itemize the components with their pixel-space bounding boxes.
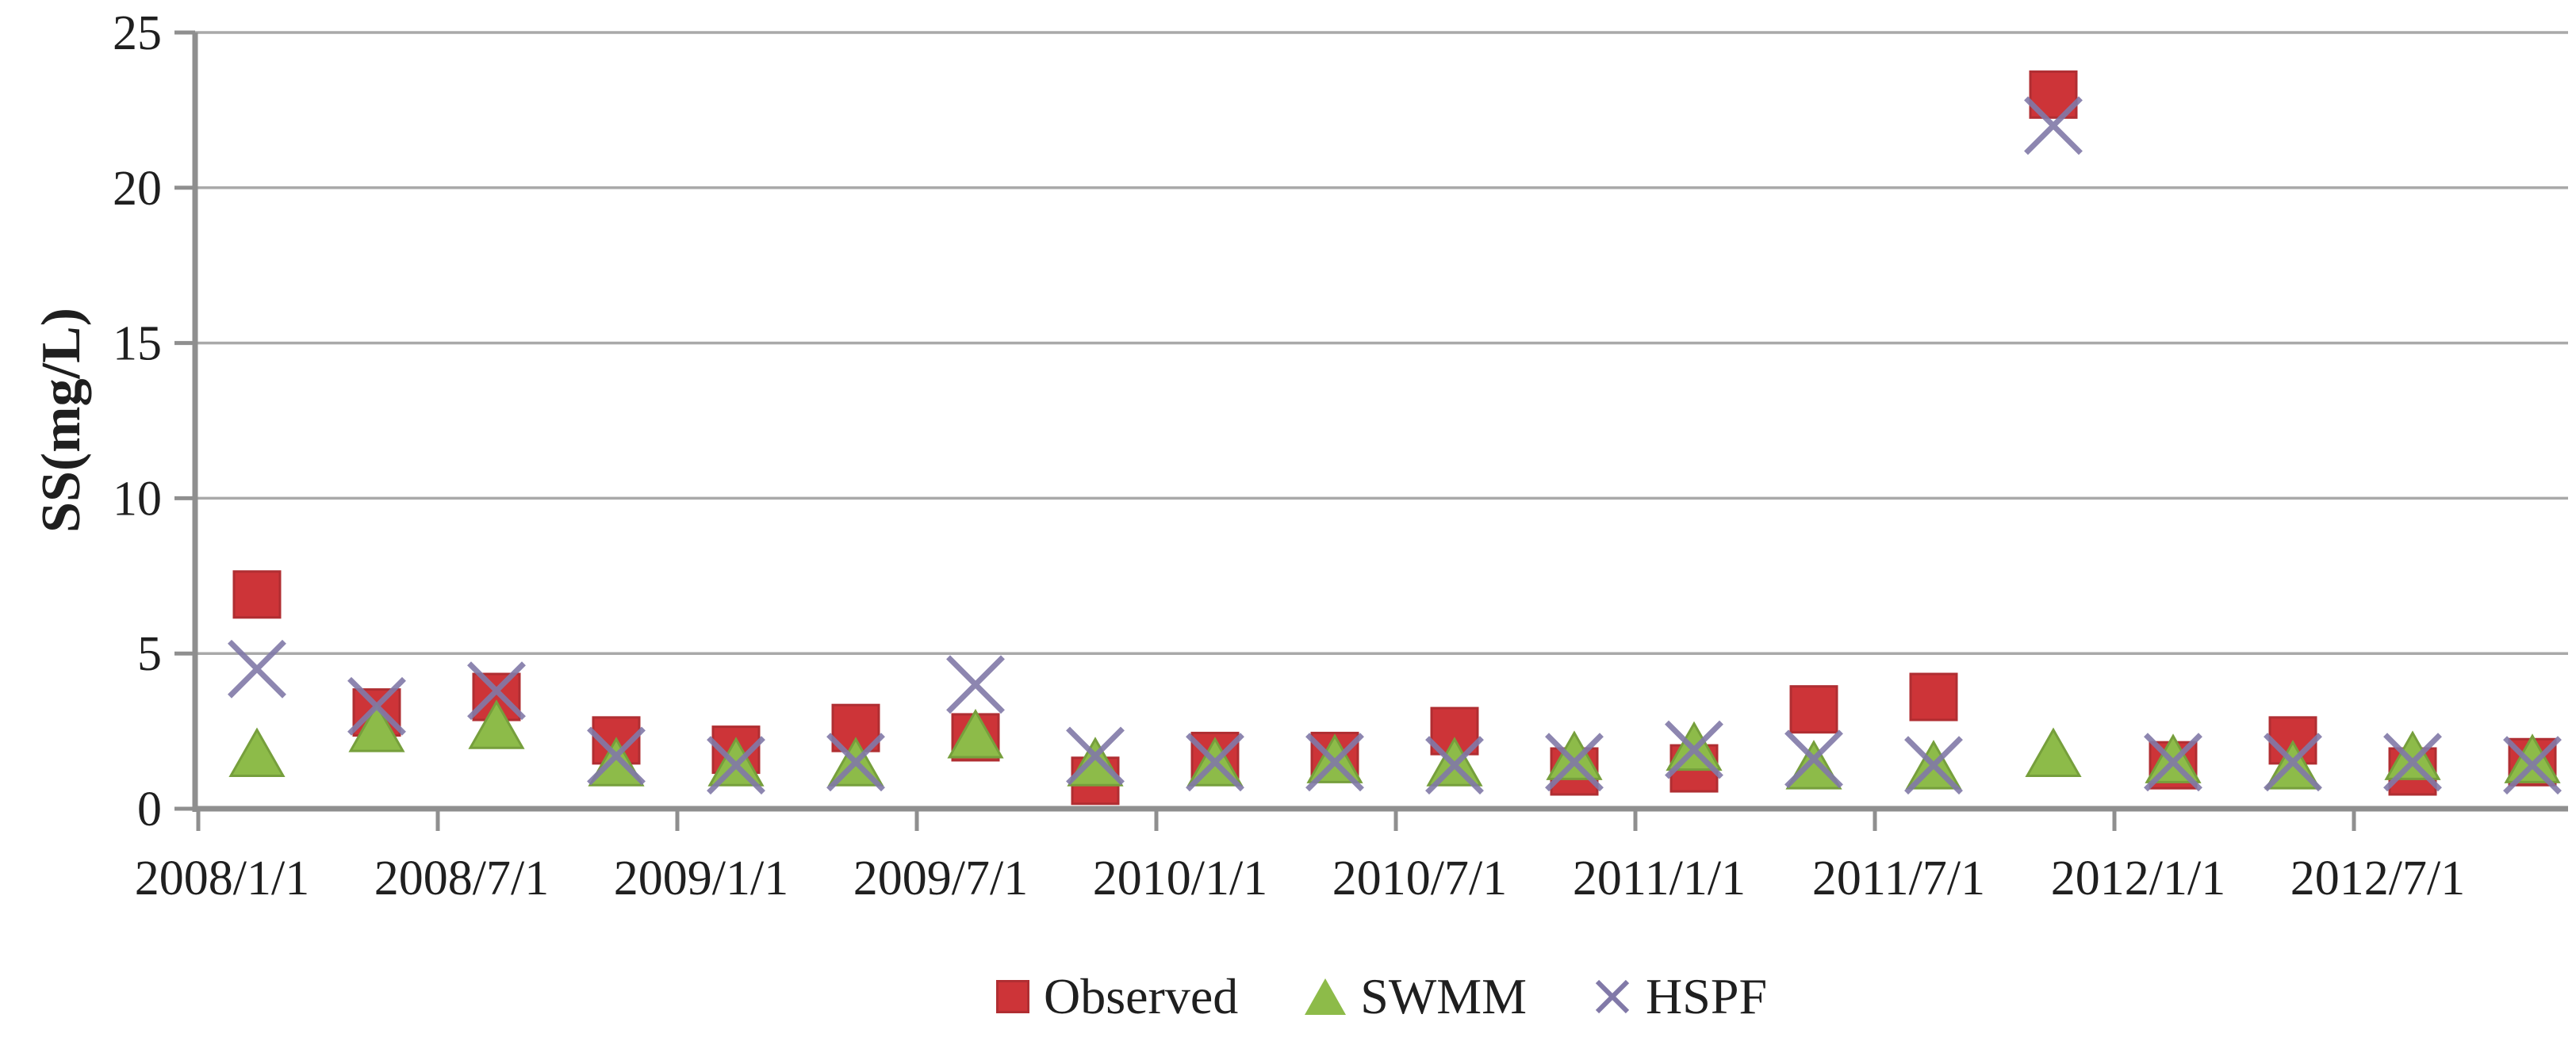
legend-label-swmm: SWMM	[1360, 968, 1528, 1024]
x-tick-label: 2008/7/1	[374, 852, 549, 905]
gridlines	[195, 31, 2568, 655]
x-tick-label: 2009/1/1	[614, 852, 788, 905]
swmm-marker	[588, 737, 645, 787]
data-markers	[228, 70, 2562, 806]
legend-item-observed: Observed	[995, 967, 1239, 1026]
x-tick-label: 2010/7/1	[1332, 852, 1507, 905]
y-tick-label: 20	[113, 162, 162, 216]
legend-item-hspf: HSPF	[1593, 967, 1767, 1026]
observed-marker	[1909, 672, 1958, 722]
hspf-marker	[2024, 96, 2083, 155]
hspf-marker	[2264, 733, 2322, 792]
legend: Observed SWMM HSPF	[195, 961, 2568, 1032]
swmm-marker	[1546, 730, 1603, 780]
hspf-marker	[2144, 733, 2202, 792]
hspf-marker	[1665, 720, 1723, 779]
observed-square-icon	[995, 980, 1029, 1013]
hspf-marker	[228, 639, 286, 699]
y-axis-title: SS(mg/L)	[31, 308, 92, 533]
swmm-marker	[2504, 733, 2561, 783]
y-tick-label: 0	[137, 783, 162, 836]
swmm-marker	[468, 699, 525, 749]
hspf-marker	[1784, 729, 1843, 789]
x-tick-label: 2009/7/1	[853, 852, 1028, 905]
axes	[174, 30, 2568, 831]
hspf-marker	[2383, 733, 2442, 792]
hspf-marker	[2503, 736, 2562, 795]
x-tick-label: 2008/1/1	[135, 852, 309, 905]
hspf-marker	[467, 661, 526, 721]
y-tick-label: 5	[137, 627, 162, 681]
swmm-marker	[228, 727, 286, 778]
legend-label-observed: Observed	[1043, 968, 1239, 1024]
hspf-marker	[1186, 733, 1244, 792]
x-tick-label: 2012/7/1	[2290, 852, 2465, 905]
hspf-marker	[1904, 736, 1963, 795]
hspf-marker	[1545, 733, 1604, 792]
y-tick-label: 10	[113, 472, 162, 526]
swmm-marker	[947, 708, 1004, 759]
y-tick-label: 25	[113, 6, 162, 60]
hspf-marker	[587, 726, 646, 786]
swmm-marker	[2025, 727, 2082, 778]
hspf-marker	[946, 655, 1005, 714]
x-tick-label: 2011/7/1	[1812, 852, 1985, 905]
x-tick-label: 2011/1/1	[1573, 852, 1746, 905]
hspf-marker	[826, 733, 885, 792]
x-tick-label: 2012/1/1	[2051, 852, 2225, 905]
hspf-marker	[707, 736, 765, 795]
y-tick-label: 15	[113, 317, 162, 371]
observed-marker	[1789, 685, 1838, 734]
swmm-marker	[348, 702, 405, 752]
hspf-x-icon	[1595, 979, 1630, 1014]
x-tick-label: 2010/1/1	[1093, 852, 1267, 905]
hspf-marker	[347, 676, 406, 736]
swmm-triangle-icon	[1305, 978, 1347, 1015]
hspf-marker	[1305, 733, 1364, 792]
swmm-marker	[1067, 737, 1124, 787]
legend-label-hspf: HSPF	[1646, 968, 1768, 1024]
swmm-marker	[1785, 740, 1842, 790]
swmm-marker	[2384, 730, 2441, 780]
observed-marker	[232, 570, 282, 619]
legend-item-swmm: SWMM	[1305, 967, 1527, 1026]
axis-labels: 0 5 10 15 20 25 2008/1/1 2008/7/1 2009/1/1 2009/7…	[113, 6, 2465, 905]
hspf-marker	[1066, 726, 1125, 786]
hspf-marker	[1425, 736, 1484, 795]
